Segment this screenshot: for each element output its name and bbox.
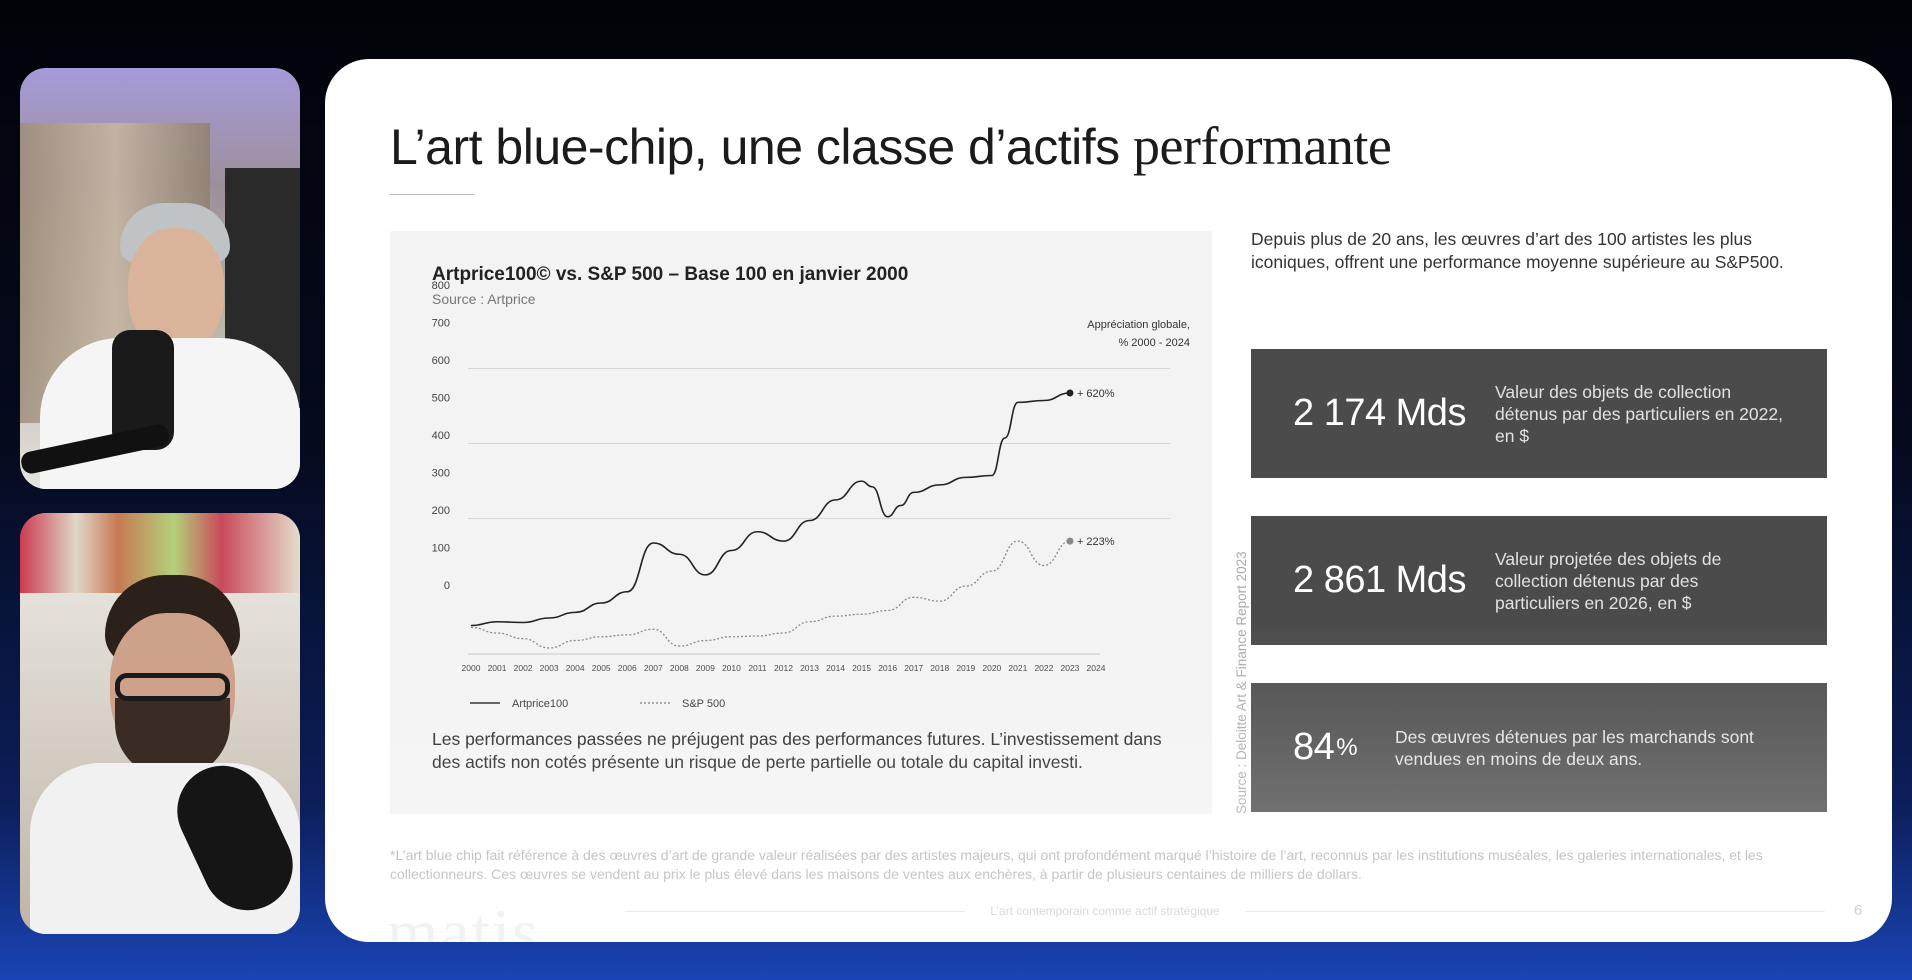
chart-title: Artprice100© vs. S&P 500 – Base 100 en j…: [432, 264, 909, 285]
chart-annotation: % 2000 - 2024: [1118, 337, 1190, 349]
series-end-label: + 620%: [1077, 388, 1115, 400]
chart-source: Source : Artprice: [432, 291, 536, 307]
x-tick-label: 2001: [488, 663, 507, 673]
chart-panel: Artprice100© vs. S&P 500 – Base 100 en j…: [390, 231, 1212, 814]
slide-title: L’art blue-chip, une classe d’actifs per…: [390, 115, 1392, 177]
x-tick-label: 2023: [1060, 663, 1079, 673]
series-end-marker: [1066, 389, 1074, 397]
x-tick-label: 2013: [800, 663, 819, 673]
stat-value: 2 861 Mds: [1293, 559, 1466, 601]
stat-card-collectibles-2026: 2 861 Mds Valeur projetée des objets de …: [1251, 516, 1827, 645]
x-tick-label: 2017: [904, 663, 923, 673]
stat-description: Valeur projetée des objets de collection…: [1495, 548, 1722, 613]
x-tick-label: 2021: [1008, 663, 1027, 673]
footer-divider-left: [625, 911, 965, 912]
series-end-label: + 223%: [1077, 536, 1115, 548]
x-tick-label: 2018: [930, 663, 949, 673]
legend-label: S&P 500: [682, 698, 725, 710]
x-tick-label: 2002: [514, 663, 533, 673]
y-tick-label: 700: [432, 318, 450, 330]
stat-description: Valeur des objets de collection détenus …: [1495, 381, 1783, 446]
x-tick-label: 2024: [1087, 663, 1106, 673]
series-end-marker: [1066, 537, 1074, 545]
y-tick-label: 0: [444, 580, 450, 592]
x-tick-label: 2003: [540, 663, 559, 673]
chart-disclaimer: Les performances passées ne préjugent pa…: [432, 729, 1162, 772]
intro-text: Depuis plus de 20 ans, les œuvres d’art …: [1251, 229, 1784, 272]
footer-divider-right: [1245, 911, 1825, 912]
stat-description: Des œuvres détenues par les marchands so…: [1395, 726, 1754, 769]
video-tile-participant-2[interactable]: participant-2: [20, 513, 300, 934]
legend-label: Artprice100: [512, 698, 568, 710]
x-tick-label: 2016: [878, 663, 897, 673]
y-tick-label: 200: [432, 505, 450, 517]
x-tick-label: 2012: [774, 663, 793, 673]
y-tick-label: 100: [432, 543, 450, 555]
title-divider: [390, 194, 474, 195]
chart-annotation: Appréciation globale,: [1087, 319, 1190, 331]
x-tick-label: 2020: [982, 663, 1001, 673]
footer-text: L’art contemporain comme actif stratégiq…: [990, 904, 1220, 918]
presentation-slide: L’art blue-chip, une classe d’actifs per…: [325, 59, 1892, 942]
x-tick-label: 2014: [826, 663, 845, 673]
glasses: [115, 673, 230, 701]
x-tick-label: 2007: [644, 663, 663, 673]
stat-value: 84%: [1293, 726, 1358, 768]
footnote: *L’art blue chip fait référence à des œu…: [390, 847, 1763, 882]
y-tick-label: 800: [432, 280, 450, 292]
x-tick-label: 2019: [956, 663, 975, 673]
y-tick-label: 500: [432, 393, 450, 405]
stat-card-dealer-sales: 84% Des œuvres détenues par les marchand…: [1251, 683, 1827, 812]
y-tick-label: 300: [432, 468, 450, 480]
slide-title-emphasis: performante: [1133, 116, 1392, 176]
report-source: Source : Deloitte Art & Finance Report 2…: [1234, 551, 1249, 814]
x-tick-label: 2011: [748, 663, 767, 673]
video-tile-participant-1[interactable]: participant-1: [20, 68, 300, 489]
line-chart: 800 700 600 500 400 300 200 100 0 2000 2001 2002 200…: [432, 280, 1190, 710]
x-tick-label: 2009: [696, 663, 715, 673]
series-line-artprice100: [470, 392, 1070, 627]
x-tick-label: 2004: [566, 663, 585, 673]
slide-title-main: L’art blue-chip, une classe d’actifs: [390, 119, 1120, 175]
x-tick-label: 2006: [618, 663, 637, 673]
stat-card-collectibles-2022: 2 174 Mds Valeur des objets de collectio…: [1251, 349, 1827, 478]
x-tick-label: 2010: [722, 663, 741, 673]
x-tick-label: 2015: [852, 663, 871, 673]
x-tick-label: 2022: [1034, 663, 1053, 673]
y-tick-label: 400: [432, 430, 450, 442]
x-tick-label: 2000: [462, 663, 481, 673]
x-tick-label: 2005: [592, 663, 611, 673]
x-tick-label: 2008: [670, 663, 689, 673]
brand-logo: matis: [387, 896, 540, 942]
stat-value: 2 174 Mds: [1293, 392, 1466, 434]
page-number: 6: [1854, 902, 1863, 919]
y-tick-label: 600: [432, 355, 450, 367]
series-line-sp500: [470, 540, 1071, 649]
